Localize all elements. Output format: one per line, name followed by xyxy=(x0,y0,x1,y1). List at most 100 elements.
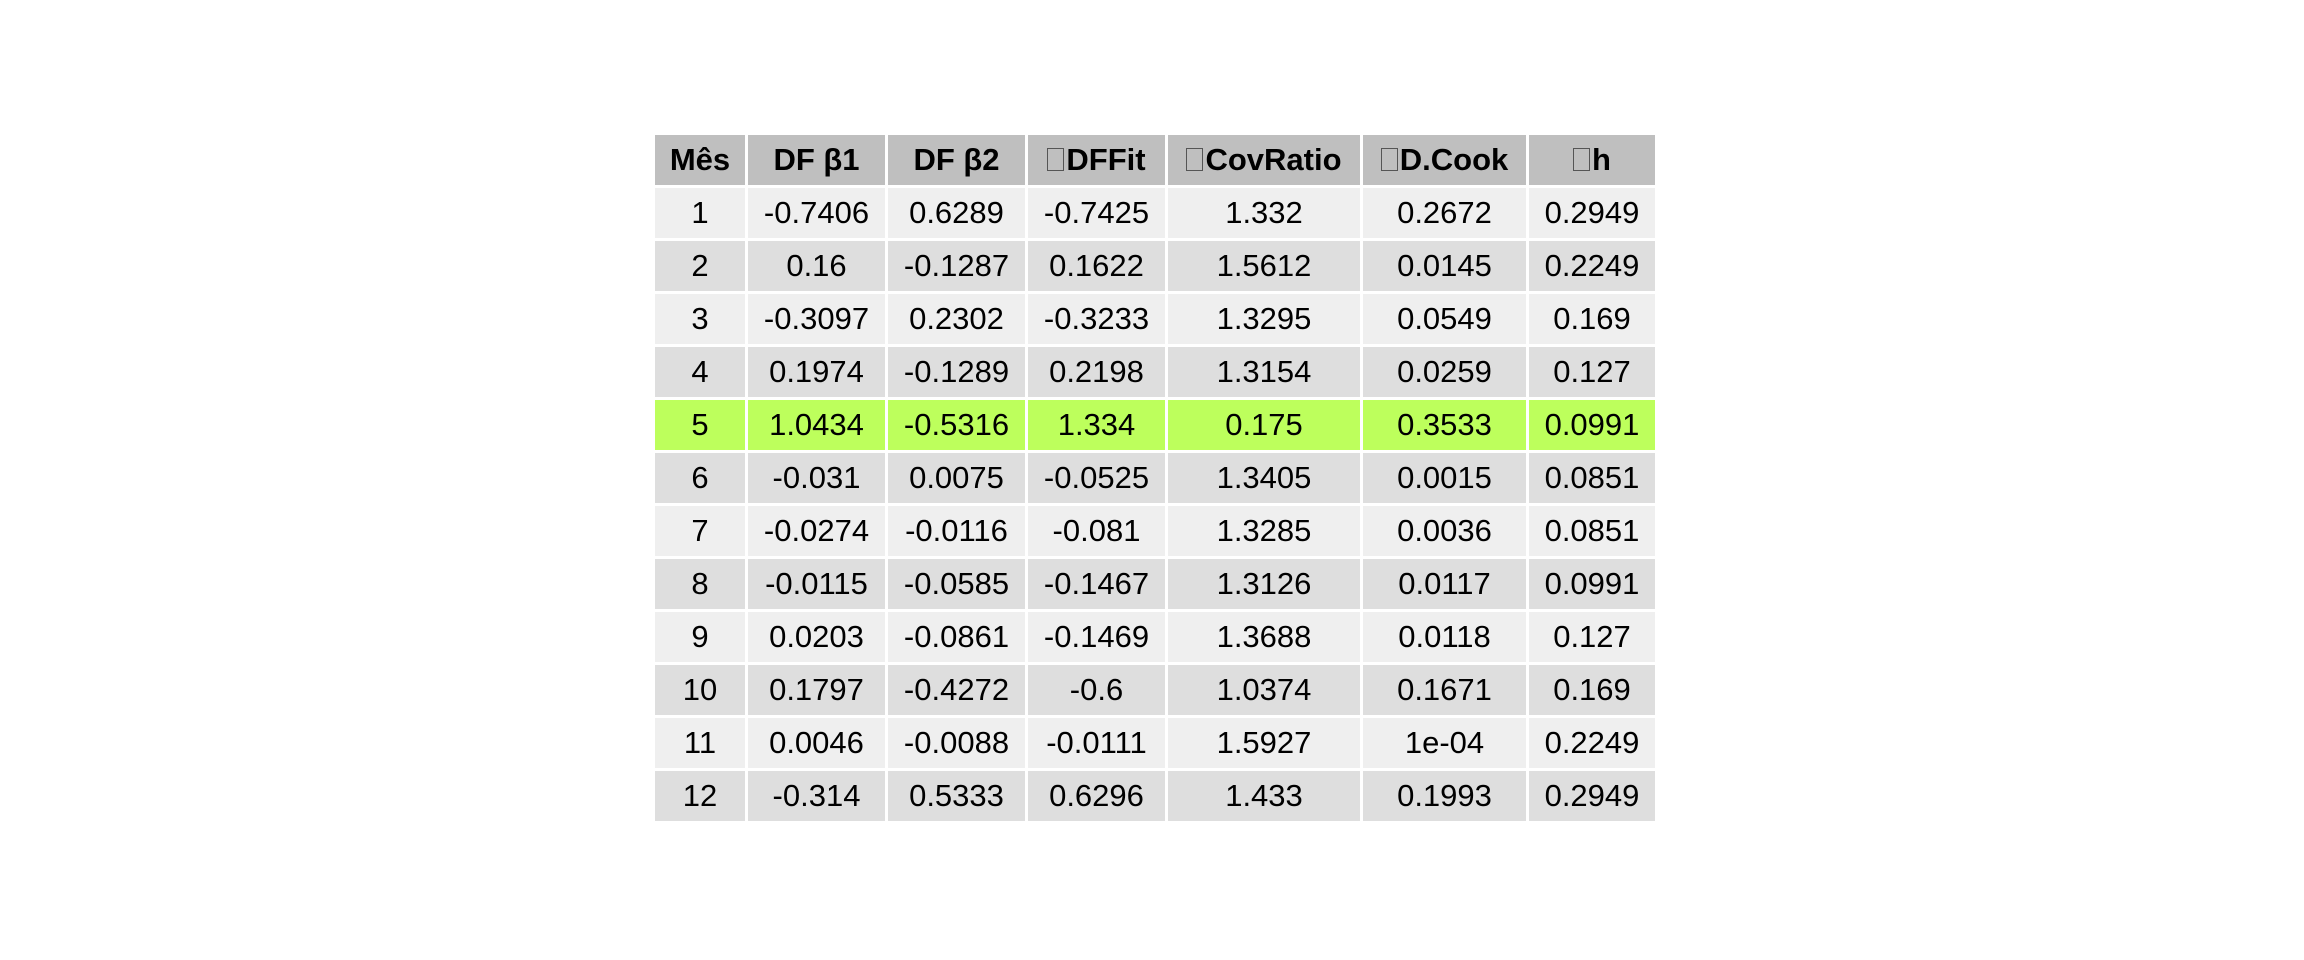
table-cell: 7 xyxy=(655,506,745,556)
table-cell: -0.4272 xyxy=(888,665,1025,715)
table-cell: 2 xyxy=(655,241,745,291)
table-cell: 0.2672 xyxy=(1363,188,1526,238)
table-row: 3 -0.3097 0.2302 -0.3233 1.3295 0.0549 0.169 xyxy=(655,294,1655,344)
table-cell: 4 xyxy=(655,347,745,397)
column-header-6: h xyxy=(1529,135,1655,185)
column-header-4: CovRatio xyxy=(1168,135,1360,185)
table-cell: -0.0274 xyxy=(748,506,885,556)
table-cell: 0.2302 xyxy=(888,294,1025,344)
influence-diagnostics-table: Mês DF β1 DF β2 DFFit CovRatio D.Cook h 1 -0.74… xyxy=(652,132,1658,824)
table-cell: 0.2949 xyxy=(1529,188,1655,238)
header-row: Mês DF β1 DF β2 DFFit CovRatio D.Cook h xyxy=(655,135,1655,185)
table-cell: 0.16 xyxy=(748,241,885,291)
table-cell: 0.0991 xyxy=(1529,559,1655,609)
table-cell: 0.0851 xyxy=(1529,506,1655,556)
table-cell: 9 xyxy=(655,612,745,662)
table-cell: -0.0525 xyxy=(1028,453,1165,503)
table-cell: 0.0259 xyxy=(1363,347,1526,397)
table-cell: 0.1797 xyxy=(748,665,885,715)
table-cell: 0.1993 xyxy=(1363,771,1526,821)
table-cell: -0.1467 xyxy=(1028,559,1165,609)
table-row: 4 0.1974 -0.1289 0.2198 1.3154 0.0259 0.127 xyxy=(655,347,1655,397)
table-cell: 0.169 xyxy=(1529,294,1655,344)
table-cell: 0.0118 xyxy=(1363,612,1526,662)
table-cell: 0.175 xyxy=(1168,400,1360,450)
table-cell: -0.081 xyxy=(1028,506,1165,556)
table-cell: 1.3154 xyxy=(1168,347,1360,397)
table-cell: 1.332 xyxy=(1168,188,1360,238)
table-body: 1 -0.7406 0.6289 -0.7425 1.332 0.2672 0.2949 2 0… xyxy=(655,188,1655,821)
table-cell: -0.0111 xyxy=(1028,718,1165,768)
table-cell: -0.0116 xyxy=(888,506,1025,556)
table-row: 9 0.0203 -0.0861 -0.1469 1.3688 0.0118 0.127 xyxy=(655,612,1655,662)
table-row: 6 -0.031 0.0075 -0.0525 1.3405 0.0015 0.0851 xyxy=(655,453,1655,503)
column-header-label: Mês xyxy=(669,142,731,177)
column-header-label: D.Cook xyxy=(1399,142,1509,177)
table-row: 11 0.0046 -0.0088 -0.0111 1.5927 1e-04 0.2249 xyxy=(655,718,1655,768)
table-cell: 0.6289 xyxy=(888,188,1025,238)
table-cell: 1.3295 xyxy=(1168,294,1360,344)
table-cell: 0.0991 xyxy=(1529,400,1655,450)
table-cell: 1.3405 xyxy=(1168,453,1360,503)
table-cell: -0.0861 xyxy=(888,612,1025,662)
table-cell: 1.5927 xyxy=(1168,718,1360,768)
table-cell: 0.0046 xyxy=(748,718,885,768)
table-cell: 0.5333 xyxy=(888,771,1025,821)
table-cell: 0.0075 xyxy=(888,453,1025,503)
table-cell: 11 xyxy=(655,718,745,768)
table-cell: -0.3097 xyxy=(748,294,885,344)
table-cell: -0.7406 xyxy=(748,188,885,238)
table-cell: 0.6296 xyxy=(1028,771,1165,821)
column-header-0: Mês xyxy=(655,135,745,185)
column-header-5: D.Cook xyxy=(1363,135,1526,185)
table-cell: -0.314 xyxy=(748,771,885,821)
table-cell: 6 xyxy=(655,453,745,503)
table-cell: 1.433 xyxy=(1168,771,1360,821)
table-cell: 0.127 xyxy=(1529,612,1655,662)
table-cell: -0.0115 xyxy=(748,559,885,609)
table-cell: -0.1469 xyxy=(1028,612,1165,662)
table-cell: 1.5612 xyxy=(1168,241,1360,291)
table-cell: 0.1974 xyxy=(748,347,885,397)
table-cell: 0.169 xyxy=(1529,665,1655,715)
table-cell: -0.6 xyxy=(1028,665,1165,715)
table-cell: 0.127 xyxy=(1529,347,1655,397)
table-cell: 0.0036 xyxy=(1363,506,1526,556)
table-cell: 0.1622 xyxy=(1028,241,1165,291)
table-cell: 1.0374 xyxy=(1168,665,1360,715)
table-cell: 8 xyxy=(655,559,745,609)
column-header-label: DF β2 xyxy=(913,142,1000,177)
column-header-label: CovRatio xyxy=(1205,142,1342,177)
table-cell: 0.2249 xyxy=(1529,718,1655,768)
table-cell: -0.3233 xyxy=(1028,294,1165,344)
table-cell: 3 xyxy=(655,294,745,344)
table-cell: -0.5316 xyxy=(888,400,1025,450)
table-cell: 0.0015 xyxy=(1363,453,1526,503)
table-cell: 1.334 xyxy=(1028,400,1165,450)
missing-glyph-icon xyxy=(1047,148,1065,171)
table-cell: -0.031 xyxy=(748,453,885,503)
table-cell: 1.3285 xyxy=(1168,506,1360,556)
table-cell: 10 xyxy=(655,665,745,715)
table-cell: -0.1289 xyxy=(888,347,1025,397)
table-row: 2 0.16 -0.1287 0.1622 1.5612 0.0145 0.2249 xyxy=(655,241,1655,291)
table-row: 8 -0.0115 -0.0585 -0.1467 1.3126 0.0117 0.0991 xyxy=(655,559,1655,609)
missing-glyph-icon xyxy=(1380,148,1398,171)
table-cell: 0.0851 xyxy=(1529,453,1655,503)
column-header-label: h xyxy=(1592,142,1611,177)
table-cell: 1.3126 xyxy=(1168,559,1360,609)
table-row: 10 0.1797 -0.4272 -0.6 1.0374 0.1671 0.169 xyxy=(655,665,1655,715)
table-row: 7 -0.0274 -0.0116 -0.081 1.3285 0.0036 0.0851 xyxy=(655,506,1655,556)
table-row: 12 -0.314 0.5333 0.6296 1.433 0.1993 0.2949 xyxy=(655,771,1655,821)
table-cell: 1e-04 xyxy=(1363,718,1526,768)
column-header-label: DF β1 xyxy=(773,142,860,177)
table-cell: 0.0203 xyxy=(748,612,885,662)
table-cell: 0.0549 xyxy=(1363,294,1526,344)
table-header: Mês DF β1 DF β2 DFFit CovRatio D.Cook h xyxy=(655,135,1655,185)
table-cell: 0.0145 xyxy=(1363,241,1526,291)
table-cell: 5 xyxy=(655,400,745,450)
table-row-highlighted: 5 1.0434 -0.5316 1.334 0.175 0.3533 0.0991 xyxy=(655,400,1655,450)
table-cell: 1.0434 xyxy=(748,400,885,450)
table-row: 1 -0.7406 0.6289 -0.7425 1.332 0.2672 0.2949 xyxy=(655,188,1655,238)
missing-glyph-icon xyxy=(1186,148,1204,171)
